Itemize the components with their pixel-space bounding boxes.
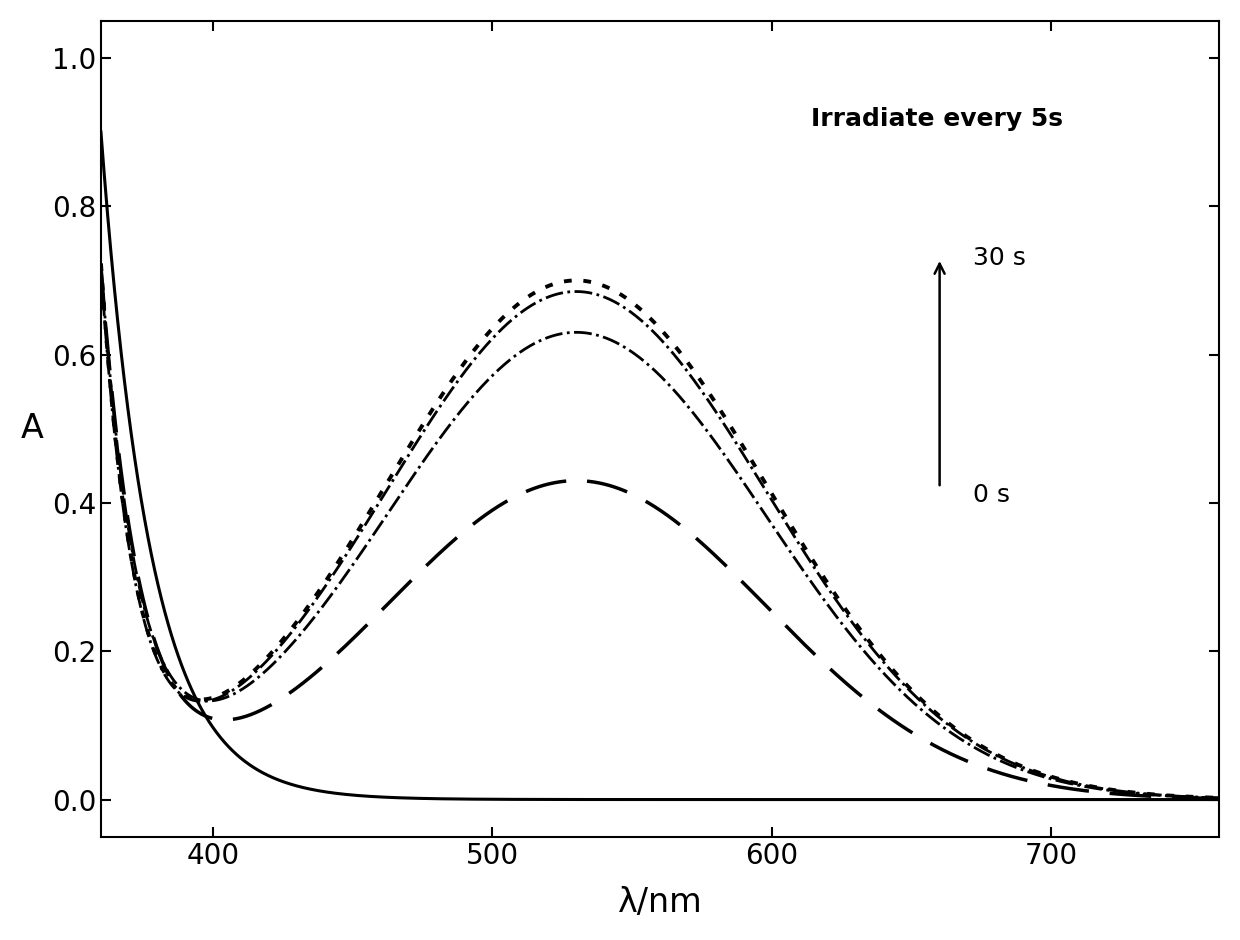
- Text: Irradiate every 5s: Irradiate every 5s: [811, 107, 1063, 131]
- Text: 0 s: 0 s: [973, 483, 1011, 508]
- X-axis label: λ/nm: λ/nm: [618, 886, 702, 919]
- Text: 30 s: 30 s: [973, 246, 1025, 270]
- Y-axis label: A: A: [21, 413, 43, 446]
